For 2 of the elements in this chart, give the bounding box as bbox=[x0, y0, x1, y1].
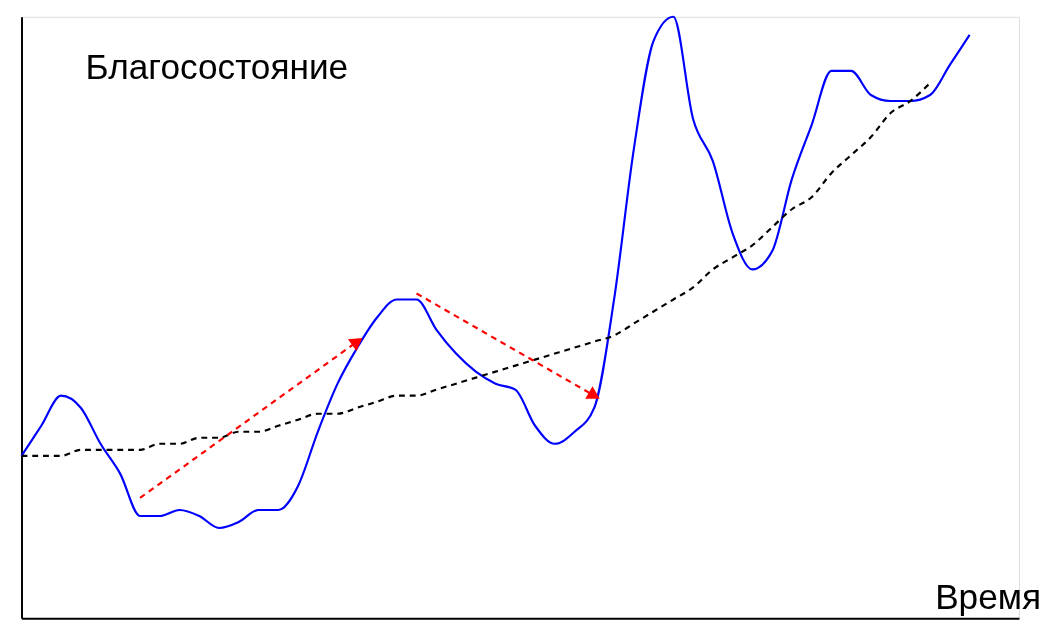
y-axis-title: Благосостояние bbox=[85, 46, 349, 86]
x-axis-title: Время bbox=[935, 576, 1041, 616]
